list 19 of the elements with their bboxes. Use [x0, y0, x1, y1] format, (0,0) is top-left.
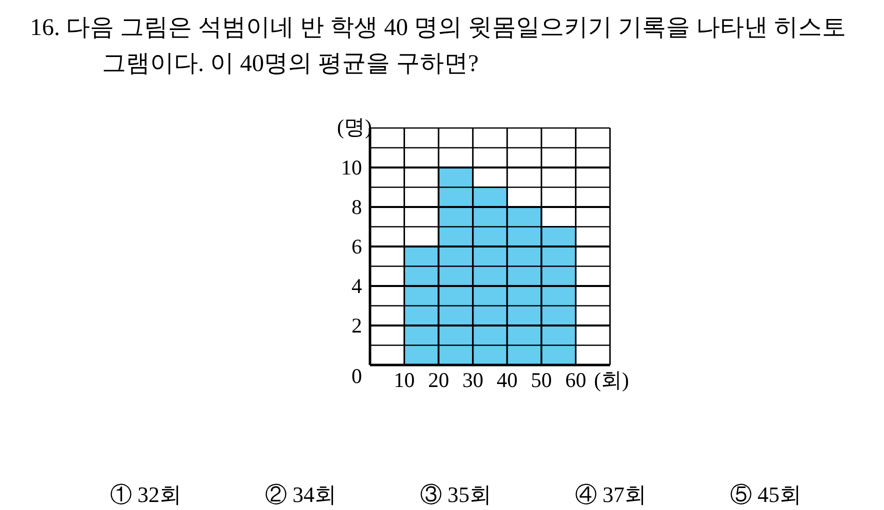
- x-tick-label: 60: [565, 368, 586, 392]
- text: ⑤ 45회: [730, 482, 802, 507]
- x-tick-label: 50: [530, 368, 552, 392]
- y-tick-label: 8: [352, 195, 362, 219]
- y-tick-label: 0: [352, 364, 362, 388]
- chart-title: 16. 다음 그림은 석범이네 반 학생 40 명의 윗몸일으키기 기록을 나타낸 히스토그램이다. 이 40명의 평균을 구하면?: [30, 14, 847, 79]
- y-tick-label: 10: [341, 156, 362, 180]
- text: ① 32회: [110, 482, 182, 507]
- y-tick-label: 6: [352, 234, 362, 258]
- y-tick-label: 4: [352, 274, 362, 298]
- text: ② 34회: [265, 482, 336, 507]
- x-axis-title: (회): [594, 368, 629, 392]
- text: ④ 37회: [575, 482, 646, 507]
- text: ③ 35회: [420, 482, 492, 507]
- y-tick-label: 2: [352, 314, 362, 338]
- x-tick-label: 20: [428, 368, 450, 392]
- x-tick-label: 10: [394, 368, 415, 392]
- x-tick-label: 30: [462, 368, 484, 392]
- x-tick-label: 40: [496, 368, 518, 392]
